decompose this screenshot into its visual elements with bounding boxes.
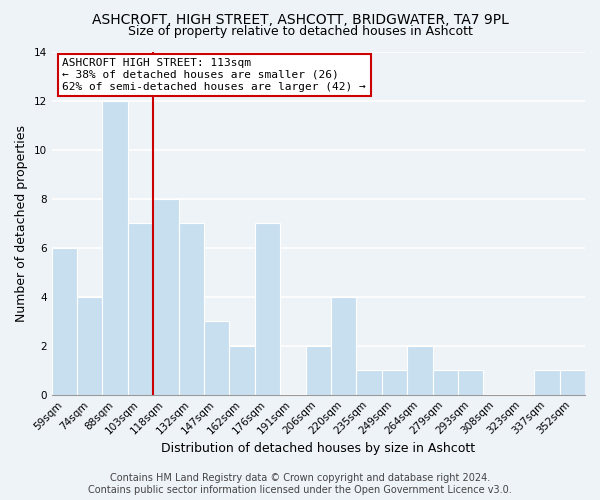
Text: Contains HM Land Registry data © Crown copyright and database right 2024.
Contai: Contains HM Land Registry data © Crown c… bbox=[88, 474, 512, 495]
Bar bbox=[331, 296, 356, 394]
Bar bbox=[179, 223, 204, 394]
Bar bbox=[229, 346, 255, 395]
Bar bbox=[255, 223, 280, 394]
Bar bbox=[560, 370, 585, 394]
Bar bbox=[356, 370, 382, 394]
Bar bbox=[382, 370, 407, 394]
Bar bbox=[153, 198, 179, 394]
Bar bbox=[458, 370, 484, 394]
Bar bbox=[534, 370, 560, 394]
Bar bbox=[77, 296, 103, 394]
Bar bbox=[103, 100, 128, 395]
Text: Size of property relative to detached houses in Ashcott: Size of property relative to detached ho… bbox=[128, 25, 472, 38]
Bar bbox=[128, 223, 153, 394]
Bar bbox=[407, 346, 433, 395]
Bar bbox=[204, 321, 229, 394]
Bar bbox=[52, 248, 77, 394]
Bar bbox=[305, 346, 331, 395]
Bar bbox=[433, 370, 458, 394]
Text: ASHCROFT, HIGH STREET, ASHCOTT, BRIDGWATER, TA7 9PL: ASHCROFT, HIGH STREET, ASHCOTT, BRIDGWAT… bbox=[92, 12, 508, 26]
Y-axis label: Number of detached properties: Number of detached properties bbox=[15, 124, 28, 322]
Text: ASHCROFT HIGH STREET: 113sqm
← 38% of detached houses are smaller (26)
62% of se: ASHCROFT HIGH STREET: 113sqm ← 38% of de… bbox=[62, 58, 366, 92]
X-axis label: Distribution of detached houses by size in Ashcott: Distribution of detached houses by size … bbox=[161, 442, 475, 455]
